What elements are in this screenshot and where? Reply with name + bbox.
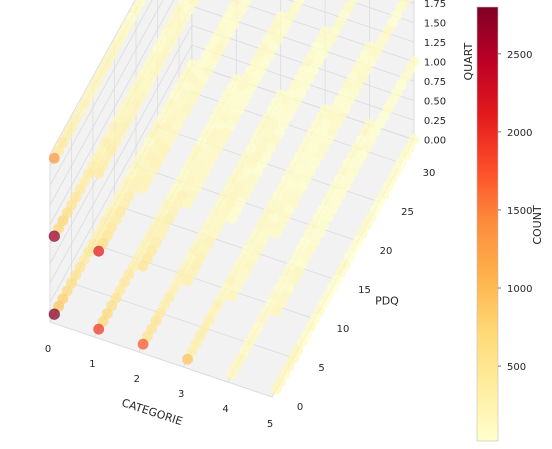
y-tick-label: 25: [401, 207, 414, 218]
data-point: [182, 197, 193, 209]
y-tick-label: 0: [297, 402, 303, 413]
data-point: [137, 338, 149, 350]
z-tick-label: 1.50: [424, 19, 446, 30]
x-axis-label: CATEGORIE: [120, 396, 184, 428]
colorbar-label: COUNT: [531, 205, 544, 245]
z-gridline: [345, 0, 415, 23]
y-gridline: [71, 282, 294, 359]
z-tick-label: 0.00: [424, 136, 446, 147]
z-tick-label: 0.50: [424, 97, 446, 108]
z-gridline: [49, 0, 164, 206]
colorbar-tick-label: 1500: [507, 206, 532, 217]
data-point: [48, 230, 61, 243]
z-gridline: [49, 0, 153, 186]
y-tick-label: 10: [337, 324, 350, 335]
data-point: [48, 152, 60, 164]
z-axis-label: QUART: [462, 42, 475, 80]
z-gridline: [49, 25, 193, 284]
data-point: [182, 275, 193, 287]
x-tick-label: 5: [267, 419, 273, 430]
z-tick-label: 1.25: [424, 38, 446, 49]
x-tick-label: 4: [222, 404, 228, 415]
z-tick-label: 0.25: [424, 116, 446, 127]
x-tick-label: 1: [89, 359, 95, 370]
data-point: [270, 227, 282, 239]
colorbar: 500 1000 1500 2000 2500: [476, 6, 532, 442]
colorbar-tick-label: 2000: [507, 128, 532, 139]
colorbar-tick-label: 2500: [507, 50, 532, 61]
data-point: [137, 260, 149, 272]
tick-labels: 0 1 2 3 4 5 0 5 10 15 20 25 30 0.00 0.25 0.50 0.75 1.00 1.…: [45, 0, 446, 430]
z-tick-label: 1.75: [424, 0, 446, 10]
data-point: [270, 383, 282, 395]
data-point: [93, 167, 105, 179]
data-point: [226, 290, 238, 302]
data-point: [270, 305, 282, 317]
colorbar-gradient: [476, 6, 499, 442]
data-point: [226, 368, 238, 380]
data-point: [48, 308, 61, 321]
y-gridline: [49, 321, 273, 398]
y-tick-label: 15: [358, 285, 371, 296]
z-tick-label: 1.00: [424, 58, 446, 69]
y-tick-label: 30: [423, 168, 436, 179]
z-gridline: [288, 0, 415, 43]
colorbar-tick-label: 1000: [507, 284, 532, 295]
data-points: [48, 0, 420, 395]
z-gridline: [49, 0, 175, 225]
data-point: [93, 245, 105, 257]
x-tick-label: 0: [45, 344, 51, 355]
z-tick-label: 0.75: [424, 77, 446, 88]
y-tick-label: 20: [380, 246, 393, 257]
data-point: [137, 182, 149, 194]
y-tick-label: 5: [318, 363, 324, 374]
data-point: [226, 212, 238, 224]
z-gridline: [49, 44, 193, 303]
colorbar-tick-label: 500: [507, 362, 526, 373]
x-tick-label: 3: [178, 389, 184, 400]
x-tick-label: 2: [134, 374, 140, 385]
y-axis-label: PDQ: [375, 294, 399, 307]
data-point: [93, 323, 105, 335]
data-point: [182, 353, 193, 365]
